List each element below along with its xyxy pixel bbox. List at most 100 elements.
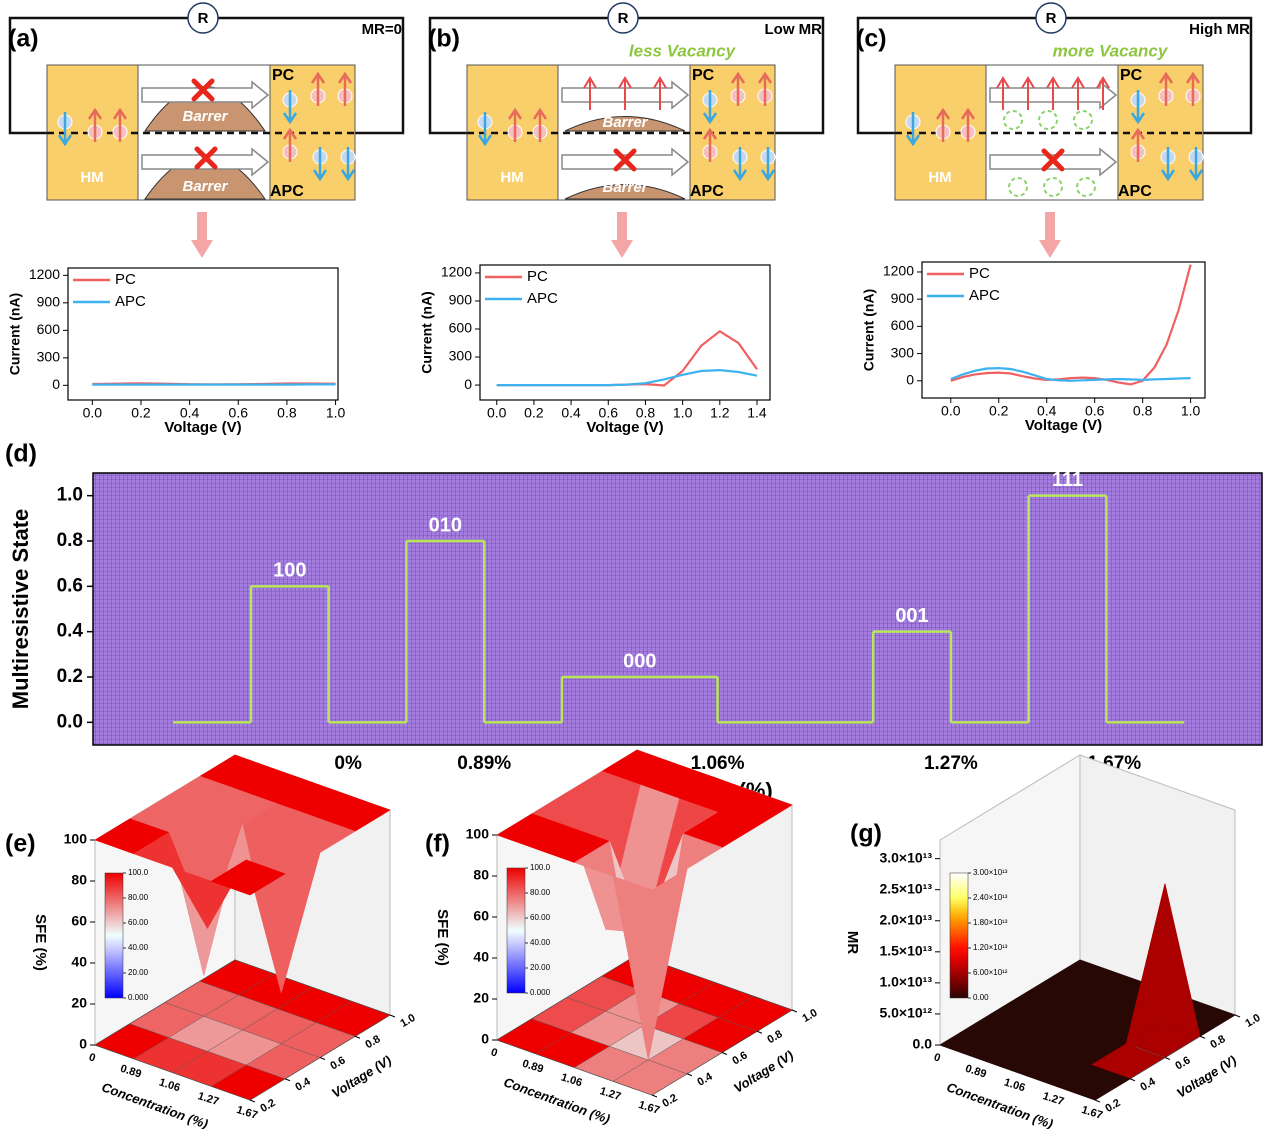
- y-tick-label: 0.6: [730, 1049, 749, 1067]
- x-tick-label: 1.2: [710, 405, 730, 421]
- spin-arrow: [935, 107, 951, 142]
- spin-arrow: [1158, 71, 1174, 106]
- spin-arrow: [57, 112, 73, 147]
- panel-label: (c): [856, 25, 887, 53]
- x-tick-label: 0.4: [561, 405, 581, 421]
- x-tick-label: 1.67: [637, 1099, 661, 1117]
- state-label: 100: [273, 560, 306, 582]
- x-tick-label: 1.0: [673, 405, 693, 421]
- y-tick-label: 600: [891, 317, 915, 333]
- y-tick-label: 0.4: [1138, 1075, 1158, 1093]
- y-tick-label: 1200: [441, 264, 472, 280]
- spin-arrow: [757, 71, 773, 106]
- z-tick-label: 80: [71, 872, 87, 888]
- colorbar-label: 100.0: [530, 863, 551, 872]
- spin-arrow: [702, 90, 718, 125]
- spin-arrow: [732, 147, 748, 182]
- y-tick-label: 600: [449, 320, 473, 336]
- legend-label: PC: [115, 271, 136, 288]
- spin-arrow: [112, 107, 128, 142]
- colorbar-label: 60.00: [128, 918, 149, 927]
- z-tick-label: 60: [473, 908, 489, 924]
- colorbar-label: 1.20×10¹³: [973, 943, 1008, 952]
- spin-arrow: [312, 147, 328, 182]
- y-tick-label: 0: [464, 376, 472, 392]
- colorbar-label: 60.00: [530, 913, 551, 922]
- y-tick-label: 0.2: [57, 666, 83, 687]
- x-tick-label: 0.89: [964, 1063, 988, 1081]
- resistor: [607, 2, 639, 34]
- plot-frame: [479, 264, 771, 401]
- panel-label: (d): [5, 440, 37, 468]
- mr-label: Low MR: [765, 21, 823, 38]
- surface-patch: [612, 868, 688, 1061]
- series-line: [496, 368, 758, 387]
- x-tick-label: 1.67: [235, 1104, 259, 1122]
- z-tick-label: 3.0×10¹³: [879, 849, 932, 865]
- state-label: 010: [429, 514, 462, 536]
- y-tick-label: 1200: [883, 263, 914, 279]
- y-tick-label: 0.4: [695, 1070, 715, 1088]
- blocked-mark: [613, 148, 637, 172]
- y-tick-label: 1.0: [398, 1012, 417, 1030]
- series-line: [950, 264, 1192, 386]
- z-tick-label: 20: [71, 995, 87, 1011]
- y-tick: [354, 1035, 361, 1039]
- y-axis-label: Current (nA): [861, 289, 877, 371]
- y-tick: [319, 1057, 326, 1060]
- z-tick-label: 100: [466, 826, 490, 842]
- vacancy-label: less Vacancy: [629, 41, 737, 60]
- y-tick-label: 1.0: [1243, 1012, 1262, 1030]
- y-axis-label: Multiresistive State: [8, 509, 33, 710]
- blocked-mark: [191, 78, 215, 102]
- circuit-wire: [428, 16, 825, 135]
- x-tick-label: 1.27%: [924, 753, 978, 774]
- z-tick-label: 0: [481, 1031, 489, 1047]
- grid-pattern: [93, 473, 1262, 745]
- spin-arrow: [282, 90, 298, 125]
- panel-label: (f): [425, 830, 450, 858]
- x-tick-label: 0.6: [1085, 403, 1105, 419]
- colorbar-label: 40.00: [530, 938, 551, 947]
- mr-label: High MR: [1189, 21, 1250, 38]
- z-tick-label: 60: [71, 913, 87, 929]
- y-tick-label: 0.6: [57, 575, 83, 596]
- colorbar: [506, 867, 526, 994]
- spin-arrow: [310, 71, 326, 106]
- z-tick-label: 20: [473, 990, 489, 1006]
- y-tick-label: 300: [449, 348, 473, 364]
- resistor-label: R: [618, 10, 629, 27]
- y-tick: [284, 1078, 291, 1082]
- pointer-arrow: [191, 212, 213, 258]
- y-tick-label: 0.2: [258, 1097, 277, 1115]
- vacancy: [1043, 177, 1063, 197]
- panel-label: (b): [428, 25, 460, 53]
- apc-label: APC: [1118, 183, 1152, 200]
- barrier-hump: [564, 116, 686, 132]
- spin-arrow: [337, 71, 353, 106]
- state-label: 000: [623, 650, 656, 672]
- y-axis-label: Current (nA): [7, 293, 23, 375]
- y-tick-label: 0.8: [57, 530, 83, 551]
- panel-label: (e): [5, 830, 36, 858]
- pc-label: PC: [272, 67, 295, 84]
- y-tick-label: 300: [891, 344, 915, 360]
- circuit-wire: [8, 16, 405, 135]
- z-tick-label: 0.0: [913, 1036, 933, 1052]
- z-tick-label: 1.0×10¹³: [879, 974, 932, 990]
- x-tick-label: 1.0: [1181, 403, 1201, 419]
- x-axis-label: Concentration (%): [945, 1079, 1055, 1129]
- colorbar-label: 100.0: [128, 868, 149, 877]
- legend-label: PC: [969, 265, 990, 282]
- spin-current: [1046, 76, 1060, 110]
- surface-patch: [210, 859, 286, 896]
- x-tick-label: 0.8: [277, 405, 297, 421]
- spin-arrow: [507, 107, 523, 142]
- blocked-mark: [194, 146, 218, 170]
- y-tick-label: 900: [37, 294, 61, 310]
- resistor-label: R: [198, 10, 209, 27]
- z-tick-label: 2.5×10¹³: [879, 880, 932, 896]
- y-tick-label: 0.6: [328, 1054, 347, 1072]
